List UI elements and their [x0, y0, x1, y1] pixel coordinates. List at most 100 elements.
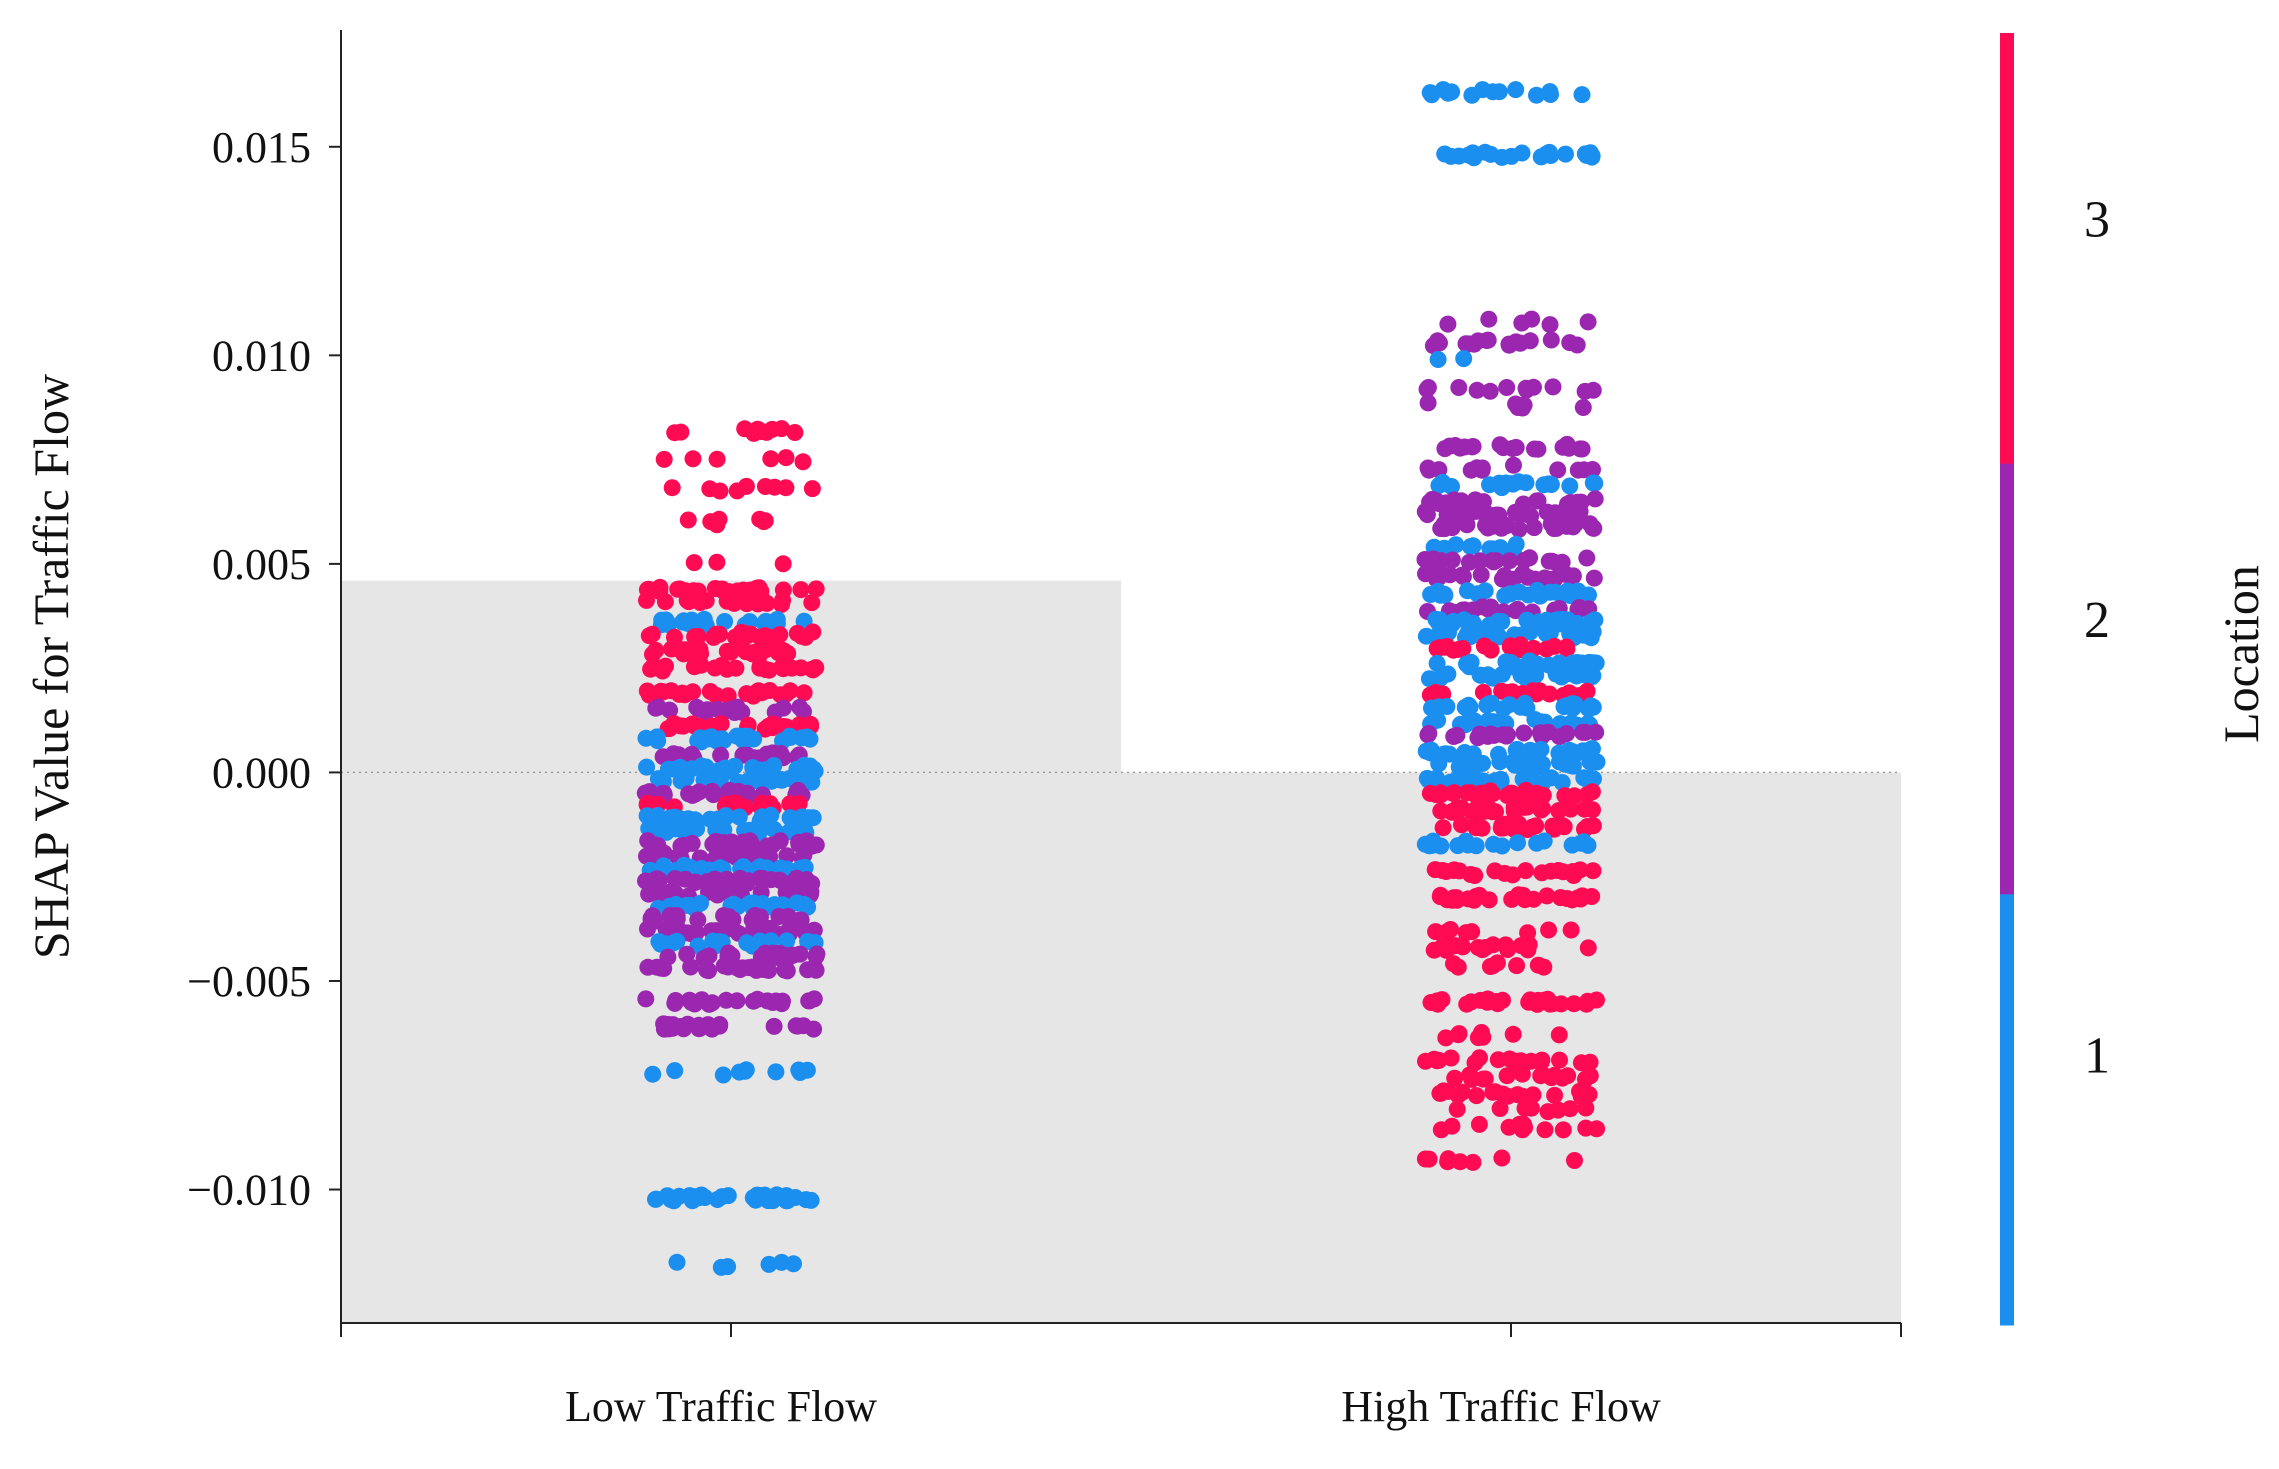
- data-point: [668, 1253, 686, 1271]
- data-point: [1485, 726, 1503, 744]
- colorbar-segment-2: [2000, 463, 2014, 895]
- data-point: [1497, 815, 1514, 833]
- data-point: [1452, 937, 1470, 955]
- data-point: [683, 611, 701, 629]
- data-point: [807, 580, 825, 598]
- data-point: [1542, 769, 1560, 787]
- data-point: [1515, 551, 1533, 569]
- data-point: [717, 807, 735, 825]
- data-point: [1471, 552, 1489, 570]
- data-point: [1466, 867, 1484, 884]
- data-point: [762, 450, 780, 468]
- data-point: [773, 420, 791, 438]
- data-point: [1534, 800, 1552, 818]
- data-point: [1430, 1051, 1448, 1069]
- data-point: [1500, 1118, 1518, 1136]
- data-point: [682, 958, 700, 976]
- data-point: [1579, 313, 1597, 331]
- data-point: [1427, 923, 1445, 941]
- data-point: [1471, 666, 1489, 684]
- data-point: [1514, 399, 1531, 417]
- data-point: [746, 772, 764, 790]
- data-point: [765, 757, 783, 775]
- data-point: [662, 1191, 680, 1209]
- data-point: [1510, 520, 1528, 538]
- data-point: [644, 1065, 662, 1083]
- data-point: [793, 627, 811, 645]
- data-point: [1541, 316, 1559, 334]
- data-point: [1462, 653, 1480, 671]
- data-point: [698, 961, 716, 979]
- data-point: [807, 659, 825, 677]
- data-point: [1529, 492, 1547, 510]
- data-point: [691, 729, 709, 747]
- data-point: [802, 1191, 820, 1209]
- data-point: [1581, 699, 1599, 717]
- data-point: [688, 820, 706, 838]
- data-point: [1525, 519, 1543, 537]
- data-point: [1449, 958, 1467, 976]
- data-point: [727, 659, 745, 677]
- data-point: [794, 453, 812, 471]
- data-point: [1545, 820, 1563, 838]
- data-point: [764, 944, 782, 962]
- data-point: [1449, 837, 1467, 855]
- data-point: [1469, 332, 1487, 350]
- x-ticks: Low Traffic Flow High Traffic Flow: [340, 1323, 1902, 1431]
- data-point: [804, 809, 822, 827]
- data-point: [791, 945, 809, 963]
- data-point: [1470, 1115, 1488, 1133]
- data-point: [1512, 334, 1529, 352]
- data-point: [640, 885, 658, 903]
- data-point: [655, 857, 673, 875]
- data-point: [1458, 995, 1476, 1013]
- data-point: [1557, 799, 1575, 816]
- data-point: [1486, 1083, 1504, 1101]
- data-point: [1462, 538, 1479, 556]
- data-point: [1540, 921, 1558, 939]
- data-point: [1532, 1067, 1550, 1085]
- data-point: [1426, 551, 1444, 569]
- data-point: [1461, 698, 1479, 716]
- data-point: [1449, 799, 1467, 817]
- data-point: [638, 758, 656, 776]
- data-point: [1468, 459, 1486, 477]
- data-point: [767, 992, 785, 1010]
- data-point: [1575, 769, 1593, 787]
- data-point: [795, 846, 813, 864]
- data-point: [718, 592, 736, 610]
- data-point: [1545, 637, 1563, 655]
- data-point: [670, 746, 688, 764]
- data-point: [1517, 474, 1535, 492]
- data-point: [733, 703, 751, 721]
- data-point: [798, 1061, 816, 1079]
- data-point: [676, 686, 694, 704]
- data-point: [1501, 552, 1519, 570]
- data-point: [1566, 1152, 1583, 1169]
- data-point: [663, 479, 681, 497]
- data-point: [1513, 1065, 1531, 1083]
- data-point: [649, 770, 667, 788]
- data-point: [1418, 506, 1436, 524]
- data-point: [800, 992, 818, 1010]
- data-point: [1508, 957, 1526, 975]
- data-point: [774, 591, 792, 609]
- data-point: [788, 1017, 806, 1035]
- data-point: [719, 1258, 737, 1276]
- data-point: [679, 511, 697, 529]
- data-point: [1542, 476, 1560, 493]
- data-point: [760, 1255, 778, 1273]
- data-point: [1491, 1100, 1509, 1117]
- data-point: [1509, 1086, 1527, 1104]
- data-point: [1434, 819, 1452, 837]
- axes: [340, 30, 1901, 1324]
- data-point: [1528, 685, 1546, 703]
- data-point: [1430, 755, 1448, 773]
- data-point: [1441, 437, 1459, 455]
- data-point: [1498, 379, 1516, 396]
- data-point: [1588, 1120, 1606, 1138]
- data-point: [1541, 624, 1559, 642]
- data-point: [1542, 331, 1560, 349]
- data-point: [1551, 1051, 1568, 1069]
- data-point: [1498, 1067, 1516, 1085]
